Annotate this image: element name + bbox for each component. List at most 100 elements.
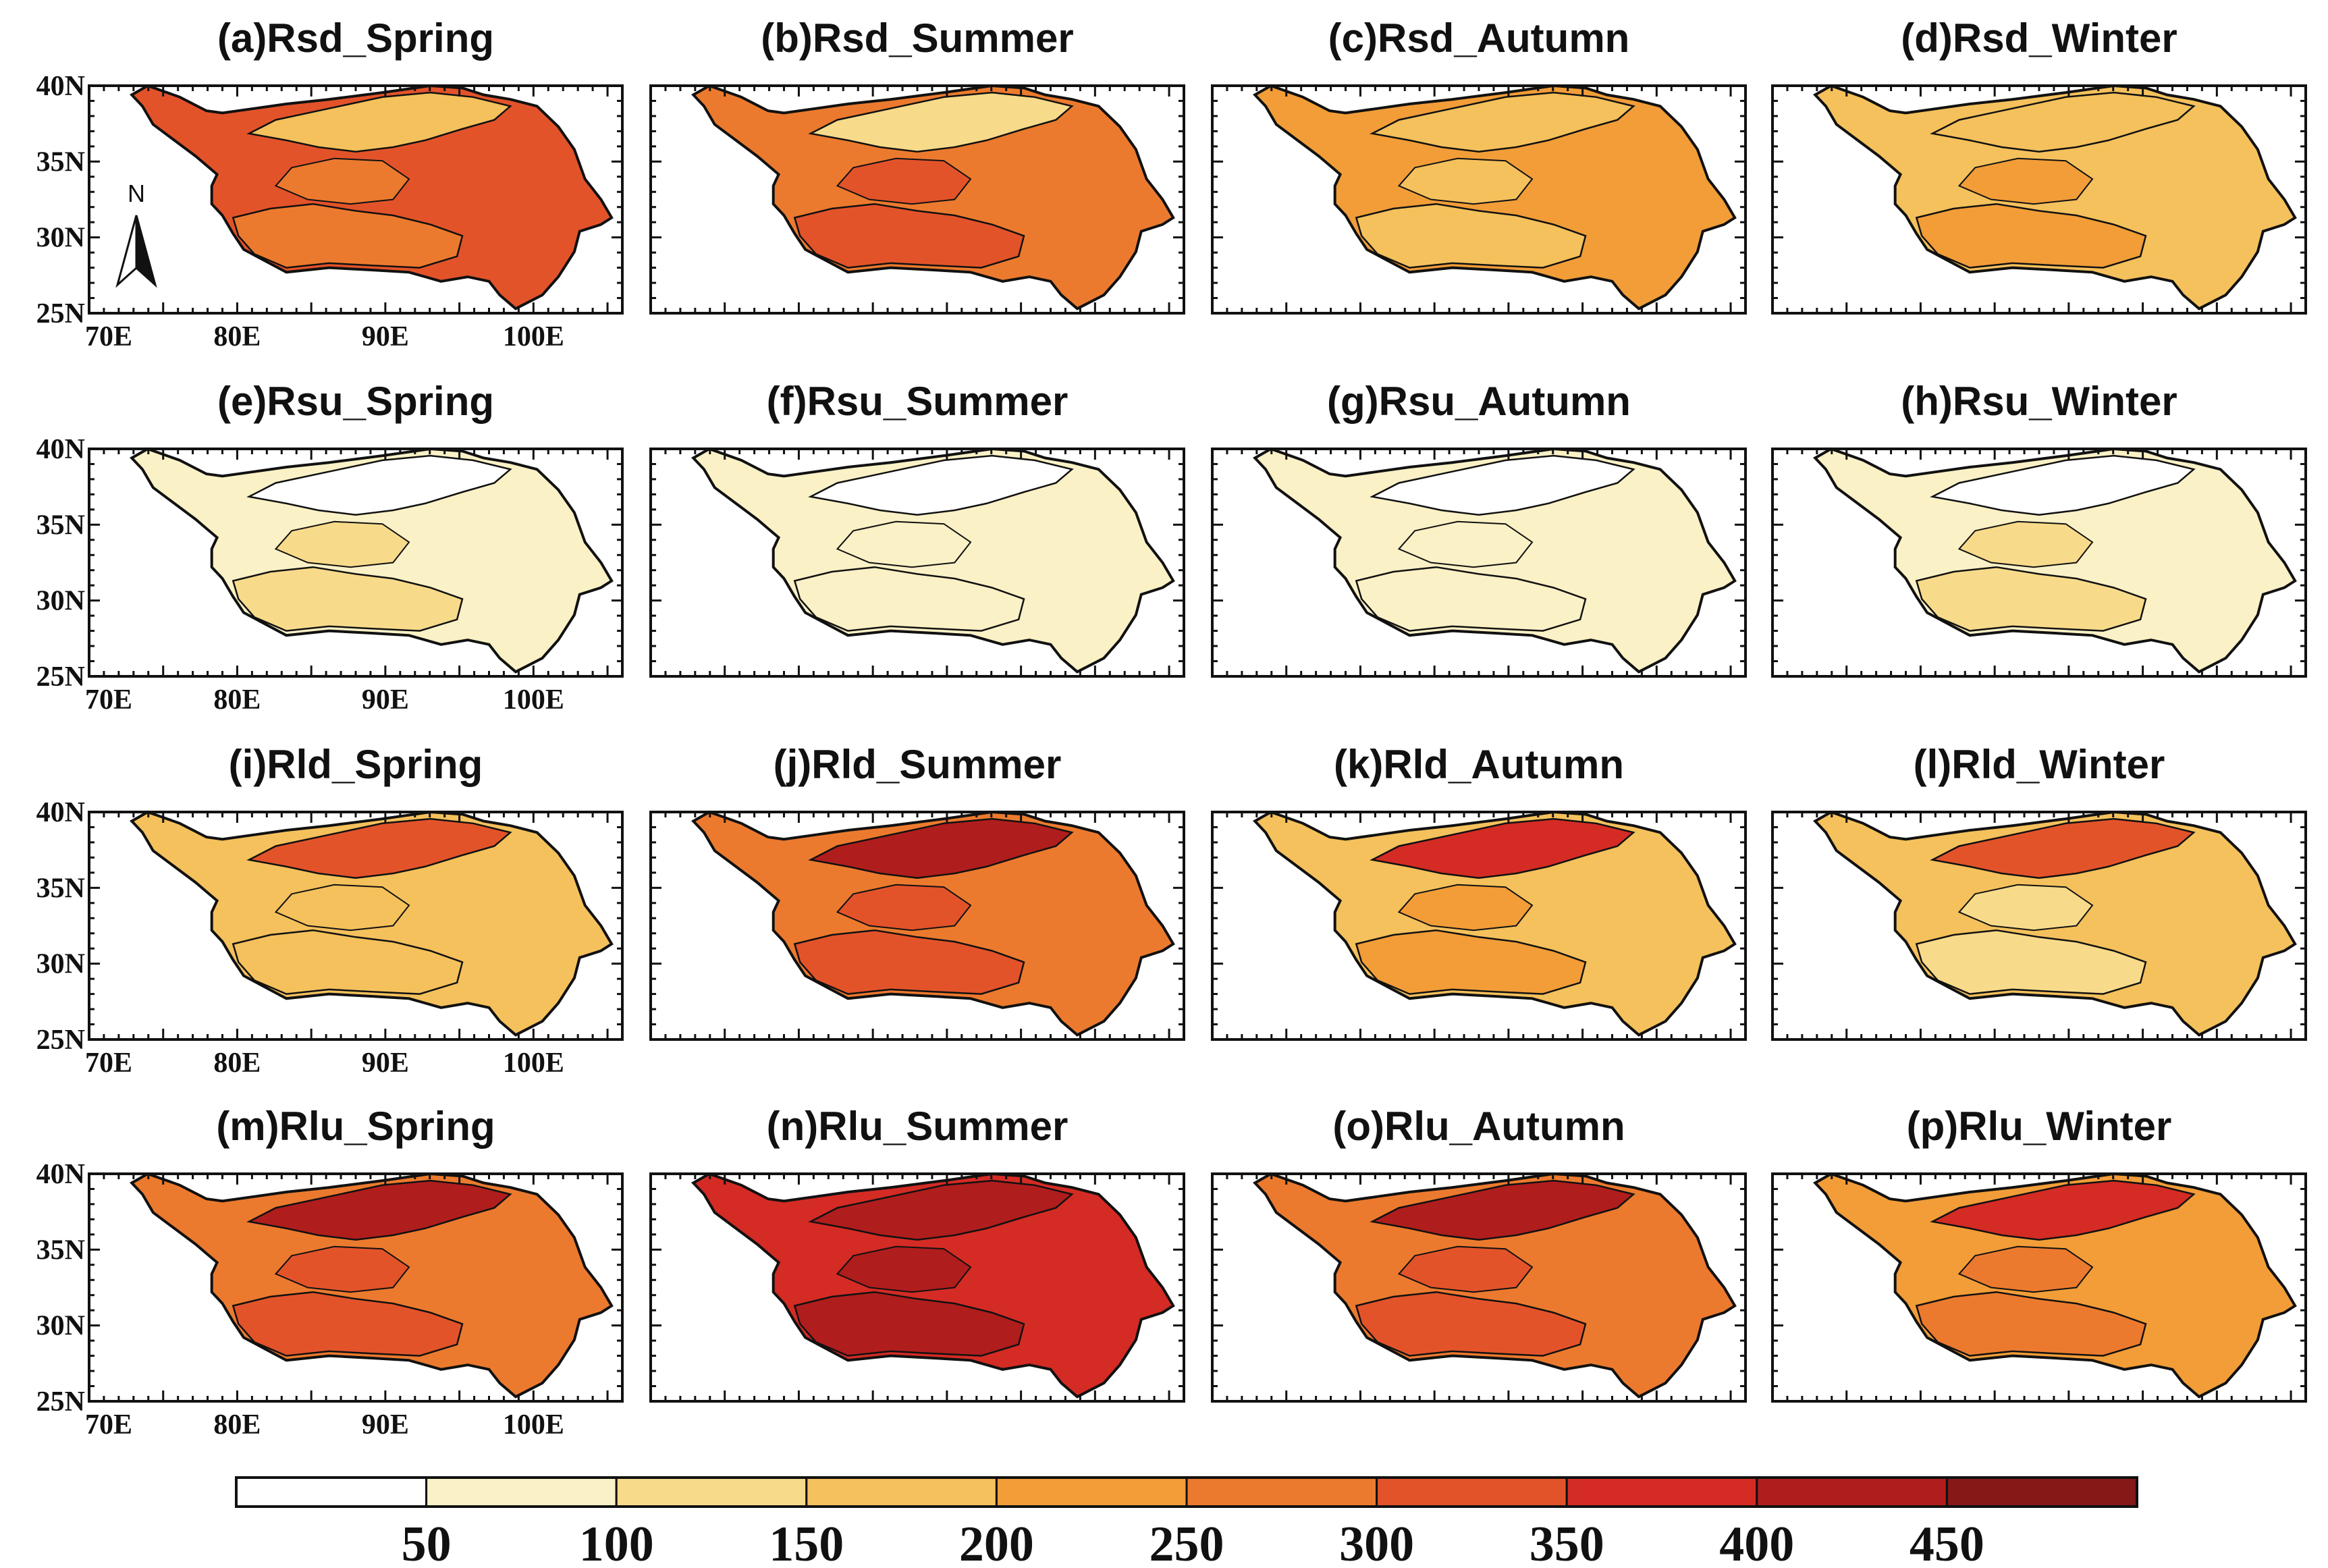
axis-ticks — [88, 1172, 624, 1403]
axis-ticks — [88, 84, 624, 315]
map-panel-drsd_winter: (d)Rsd_Winter — [1771, 16, 2307, 315]
region-south — [1915, 929, 2147, 995]
region-south — [1355, 202, 1587, 269]
axis-ticks — [1771, 84, 2307, 315]
colorbar-tick-label: 50 — [402, 1517, 452, 1568]
lat-label: 35N — [36, 146, 85, 178]
map-panel-prlu_winter: (p)Rlu_Winter — [1771, 1104, 2307, 1403]
lat-label: 30N — [36, 949, 85, 980]
region-north — [1370, 91, 1635, 153]
lat-label: 30N — [36, 223, 85, 254]
plateau-outline — [130, 810, 614, 1037]
map-panel-jrld_summer: (j)Rld_Summer — [649, 742, 1185, 1041]
map-panel-brsd_summer: (b)Rsd_Summer — [649, 16, 1185, 315]
region-south — [1355, 1291, 1587, 1357]
region-center — [1957, 520, 2094, 568]
colorbar-swatch — [1565, 1476, 1758, 1508]
map-panel-krld_autumn: (k)Rld_Autumn — [1211, 742, 1747, 1041]
region-center — [836, 157, 972, 205]
lat-label: 25N — [36, 1386, 85, 1417]
lon-label: 90E — [362, 1048, 409, 1079]
panel-title: (m)Rlu_Spring — [216, 1104, 495, 1149]
panel-title: (h)Rsu_Winter — [1901, 379, 2177, 424]
lon-label: 80E — [213, 321, 261, 352]
panel-title: (l)Rld_Winter — [1914, 742, 2165, 787]
panel-title: (b)Rsd_Summer — [761, 16, 1073, 61]
plateau-outline — [1253, 810, 1737, 1037]
region-south — [1355, 929, 1587, 995]
plateau-outline — [691, 447, 1175, 674]
region-north — [1930, 91, 2196, 153]
plateau-outline — [1813, 1172, 2297, 1399]
region-north — [1370, 1179, 1635, 1241]
panel-title: (n)Rlu_Summer — [767, 1104, 1068, 1149]
plateau-outline — [1253, 84, 1737, 310]
region-north — [1370, 817, 1635, 879]
region-south — [793, 202, 1025, 269]
map-panel-crsd_autumn: (c)Rsd_Autumn — [1211, 16, 1747, 315]
axis-ticks — [649, 1172, 1185, 1403]
region-north — [808, 1179, 1074, 1241]
lat-label: 40N — [36, 434, 85, 465]
axis-ticks — [649, 448, 1185, 678]
lon-label: 70E — [85, 1409, 132, 1440]
region-south — [232, 566, 464, 632]
lat-label: 40N — [36, 71, 85, 102]
panel-title: (o)Rlu_Autumn — [1332, 1104, 1625, 1149]
lat-label: 25N — [36, 661, 85, 693]
axis-ticks — [649, 811, 1185, 1041]
region-north — [246, 1179, 512, 1241]
colorbar-tick-label: 450 — [1910, 1517, 1984, 1568]
plateau-outline — [130, 447, 614, 674]
axis-ticks — [1771, 1172, 2307, 1403]
north-label: N — [128, 180, 145, 207]
axis-ticks — [649, 84, 1185, 315]
region-south — [1915, 202, 2147, 269]
region-center — [1957, 157, 2094, 205]
plateau-fill — [1815, 86, 2296, 309]
lon-label: 100E — [503, 1048, 564, 1079]
axis-ticks — [1771, 811, 2307, 1041]
lon-label: 100E — [503, 321, 564, 352]
lat-label: 40N — [36, 797, 85, 828]
region-center — [836, 520, 972, 568]
plateau-fill — [1815, 812, 2296, 1035]
axis-ticks — [1771, 448, 2307, 678]
region-north — [1370, 454, 1635, 516]
plateau-fill — [132, 812, 612, 1035]
region-north — [246, 91, 512, 153]
colorbar-tick-label: 200 — [959, 1517, 1034, 1568]
plateau-fill — [1255, 86, 1735, 309]
axis-ticks — [1211, 1172, 1747, 1403]
colorbar: 50 100 150 200 250 300 350 400 450 — [235, 1476, 2138, 1568]
lon-label: 80E — [213, 1409, 261, 1440]
plateau-fill — [693, 812, 1174, 1035]
plateau-fill — [693, 449, 1174, 672]
colorbar-swatch — [615, 1476, 808, 1508]
region-center — [274, 157, 410, 205]
axis-ticks — [88, 811, 624, 1041]
lon-label: 80E — [213, 1048, 261, 1079]
region-south — [1915, 566, 2147, 632]
plateau-fill — [1255, 1174, 1735, 1397]
map-panel-orlu_autumn: (o)Rlu_Autumn — [1211, 1104, 1747, 1403]
colorbar-swatch — [805, 1476, 998, 1508]
lat-label: 30N — [36, 586, 85, 617]
north-arrow-icon: N — [115, 180, 157, 288]
plateau-fill — [1255, 449, 1735, 672]
colorbar-swatch — [425, 1476, 618, 1508]
plateau-outline — [1253, 447, 1737, 674]
region-center — [1397, 157, 1534, 205]
region-center — [1397, 1245, 1534, 1293]
plateau-outline — [1813, 810, 2297, 1037]
region-center — [836, 884, 972, 931]
plateau-fill — [693, 1174, 1174, 1397]
lon-label: 70E — [85, 684, 132, 715]
plateau-fill — [132, 86, 612, 309]
lat-label: 40N — [36, 1159, 85, 1190]
colorbar-tick-label: 150 — [769, 1517, 844, 1568]
lat-label: 30N — [36, 1311, 85, 1342]
region-south — [1915, 1291, 2147, 1357]
